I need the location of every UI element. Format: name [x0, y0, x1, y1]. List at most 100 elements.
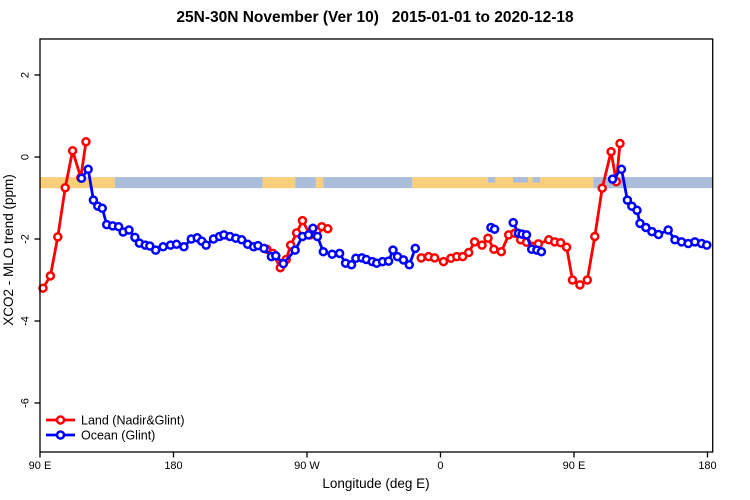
map-band-ocean — [532, 177, 540, 183]
data-point — [297, 215, 308, 226]
data-point — [201, 240, 211, 250]
x-tick-label: 90 E — [29, 460, 52, 472]
data-point — [53, 232, 63, 242]
data-point — [290, 245, 300, 255]
y-tick-label: -2 — [20, 234, 32, 244]
y-axis-title: XCO2 - MLO trend (ppm) — [1, 174, 16, 326]
data-point — [124, 225, 134, 235]
map-band-land — [262, 177, 296, 189]
data-point — [130, 232, 140, 243]
x-tick-label: 180 — [698, 460, 716, 472]
y-tick-label: -6 — [20, 398, 32, 408]
data-point — [416, 253, 426, 263]
data-point — [521, 230, 532, 240]
data-point — [334, 248, 345, 259]
data-point — [346, 260, 357, 270]
data-point — [496, 246, 507, 257]
map-band-ocean — [513, 177, 529, 183]
map-band-land — [412, 177, 594, 189]
map-band-ocean — [114, 177, 263, 189]
chart-title: 25N-30N November (Ver 10) 2015-01-01 to … — [176, 9, 574, 26]
data-point — [303, 230, 314, 240]
data-point — [150, 245, 161, 255]
data-point — [606, 146, 616, 157]
data-point — [567, 275, 578, 285]
data-point — [410, 243, 421, 254]
data-point — [590, 231, 600, 242]
y-tick-label: -4 — [20, 316, 32, 326]
data-point — [327, 249, 337, 259]
data-point — [663, 225, 673, 235]
data-point — [404, 260, 415, 270]
data-point — [702, 240, 712, 250]
data-point — [278, 258, 289, 269]
map-band-land — [315, 177, 324, 189]
data-point — [88, 195, 99, 205]
data-point — [483, 233, 493, 243]
data-point — [81, 137, 91, 147]
data-point — [60, 183, 70, 193]
data-point — [383, 256, 394, 266]
plot-border — [39, 38, 714, 453]
data-point — [561, 242, 572, 252]
data-point — [318, 246, 329, 257]
data-point — [83, 164, 93, 175]
data-point — [477, 240, 487, 250]
series-line — [419, 142, 622, 287]
map-band-ocean — [593, 177, 713, 189]
data-point — [575, 280, 585, 290]
data-point — [463, 247, 474, 258]
data-point — [489, 224, 500, 234]
data-point — [323, 224, 333, 234]
land-series — [38, 137, 625, 293]
data-point — [597, 183, 607, 193]
data-point — [179, 242, 189, 252]
x-axis-title: Longitude (deg E) — [322, 476, 429, 491]
data-point — [398, 255, 409, 265]
data-point — [388, 245, 398, 255]
data-point — [236, 235, 247, 245]
legend-marker — [55, 430, 66, 440]
legend-label: Land (Nadir&Glint) — [81, 414, 185, 428]
legend-marker — [55, 415, 66, 425]
data-point — [489, 244, 499, 255]
data-point — [555, 237, 566, 248]
legend-label: Ocean (Glint) — [81, 429, 155, 443]
y-tick-label: 2 — [20, 72, 32, 78]
map-band-ocean — [487, 177, 496, 183]
x-tick-label: 180 — [164, 460, 182, 472]
x-tick-label: 90 W — [294, 460, 320, 472]
series-line — [41, 140, 88, 290]
data-point — [635, 218, 645, 229]
data-point — [632, 205, 642, 216]
data-point — [312, 231, 323, 242]
data-point — [457, 251, 468, 262]
map-band-ocean — [323, 177, 413, 189]
data-point — [308, 223, 318, 234]
data-point — [76, 173, 87, 184]
y-tick-label: 0 — [20, 154, 32, 160]
data-point — [145, 241, 155, 251]
data-point — [45, 271, 56, 281]
data-point — [67, 146, 78, 156]
x-tick-label: 90 E — [563, 460, 586, 472]
data-point — [171, 239, 182, 250]
data-point — [429, 253, 440, 263]
ocean-series — [76, 164, 712, 270]
map-band-ocean — [295, 177, 316, 189]
data-point — [271, 251, 281, 261]
data-point — [536, 246, 547, 257]
data-point — [508, 217, 518, 228]
data-point — [438, 256, 449, 267]
data-point — [616, 164, 627, 175]
data-point — [469, 237, 480, 247]
data-point — [615, 138, 625, 149]
data-point — [158, 242, 168, 252]
data-point — [622, 195, 633, 205]
data-point — [97, 203, 108, 214]
data-point — [641, 222, 651, 233]
map-band-land — [40, 177, 115, 189]
x-tick-label: 0 — [437, 460, 443, 472]
